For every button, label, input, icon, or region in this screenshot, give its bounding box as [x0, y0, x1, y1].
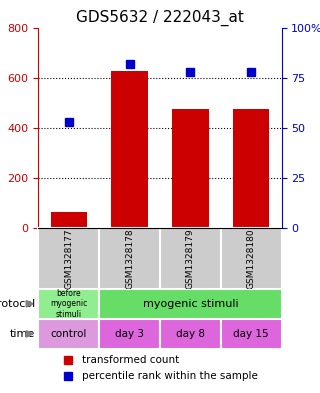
- Text: GSM1328179: GSM1328179: [186, 228, 195, 289]
- Text: GSM1328178: GSM1328178: [125, 228, 134, 289]
- Text: before
myogenic
stimuli: before myogenic stimuli: [50, 289, 87, 319]
- Text: GSM1328180: GSM1328180: [247, 228, 256, 289]
- Text: myogenic stimuli: myogenic stimuli: [143, 299, 238, 309]
- FancyBboxPatch shape: [160, 228, 221, 289]
- Text: transformed count: transformed count: [82, 355, 180, 365]
- Text: time: time: [10, 329, 35, 339]
- FancyBboxPatch shape: [38, 289, 99, 319]
- FancyBboxPatch shape: [160, 319, 221, 349]
- Bar: [172, 109, 209, 228]
- Text: percentile rank within the sample: percentile rank within the sample: [82, 371, 258, 381]
- Text: day 15: day 15: [233, 329, 269, 339]
- FancyBboxPatch shape: [221, 228, 282, 289]
- Text: day 3: day 3: [115, 329, 144, 339]
- Text: control: control: [51, 329, 87, 339]
- Text: GSM1328177: GSM1328177: [64, 228, 73, 289]
- FancyBboxPatch shape: [38, 228, 99, 289]
- FancyBboxPatch shape: [99, 228, 160, 289]
- FancyBboxPatch shape: [99, 319, 160, 349]
- FancyBboxPatch shape: [38, 319, 99, 349]
- FancyBboxPatch shape: [99, 289, 282, 319]
- Bar: [233, 109, 269, 228]
- Bar: [111, 72, 148, 228]
- Title: GDS5632 / 222043_at: GDS5632 / 222043_at: [76, 10, 244, 26]
- Text: day 8: day 8: [176, 329, 205, 339]
- Text: protocol: protocol: [0, 299, 35, 309]
- FancyBboxPatch shape: [221, 319, 282, 349]
- Bar: [51, 212, 87, 228]
